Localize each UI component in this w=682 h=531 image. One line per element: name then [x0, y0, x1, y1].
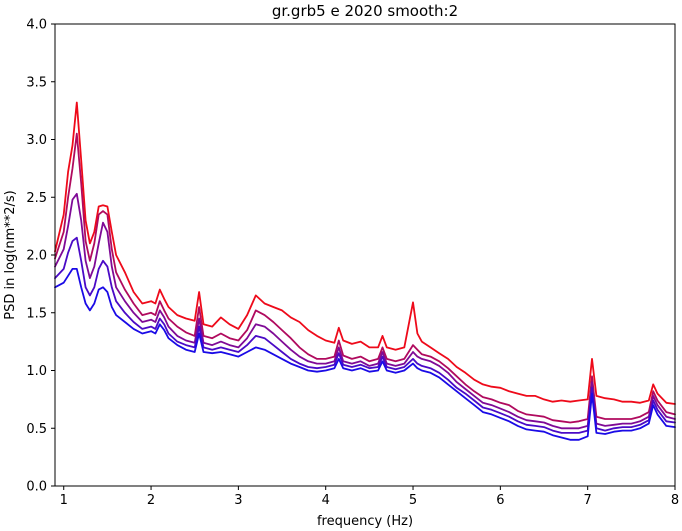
- series-line-1: [54, 101, 676, 405]
- series-line-4: [54, 236, 676, 434]
- x-tick-label: 1: [60, 493, 68, 508]
- series-line-5: [54, 267, 676, 441]
- y-tick-label: 2.0: [26, 249, 47, 264]
- series-line-3: [54, 192, 676, 430]
- y-tick-label: 4.0: [26, 18, 47, 33]
- plot-frame: [54, 23, 676, 487]
- chart-title: gr.grb5 e 2020 smooth:2: [272, 2, 458, 20]
- y-axis: 0.0 0.5 1.0 1.5 2.0 2.5 3.0 3.5 4.0: [26, 18, 55, 495]
- series-layer: [54, 101, 676, 441]
- y-tick-label: 0.0: [26, 480, 47, 495]
- y-tick-label: 3.5: [26, 75, 47, 90]
- x-axis-label: frequency (Hz): [317, 514, 413, 529]
- x-tick-label: 7: [584, 493, 592, 508]
- series-line-2: [54, 132, 676, 424]
- y-tick-label: 0.5: [26, 422, 47, 437]
- x-tick-label: 3: [234, 493, 242, 508]
- y-tick-label: 1.5: [26, 306, 47, 321]
- x-tick-label: 8: [671, 493, 679, 508]
- y-axis-label: PSD in log(nm**2/s): [3, 190, 18, 320]
- x-tick-label: 5: [409, 493, 417, 508]
- x-tick-label: 2: [147, 493, 155, 508]
- y-tick-label: 1.0: [26, 364, 47, 379]
- y-tick-label: 2.5: [26, 191, 47, 206]
- x-axis: 1 2 3 4 5 6 7 8: [60, 486, 679, 508]
- x-tick-label: 6: [496, 493, 504, 508]
- x-tick-label: 4: [322, 493, 330, 508]
- y-tick-label: 3.0: [26, 133, 47, 148]
